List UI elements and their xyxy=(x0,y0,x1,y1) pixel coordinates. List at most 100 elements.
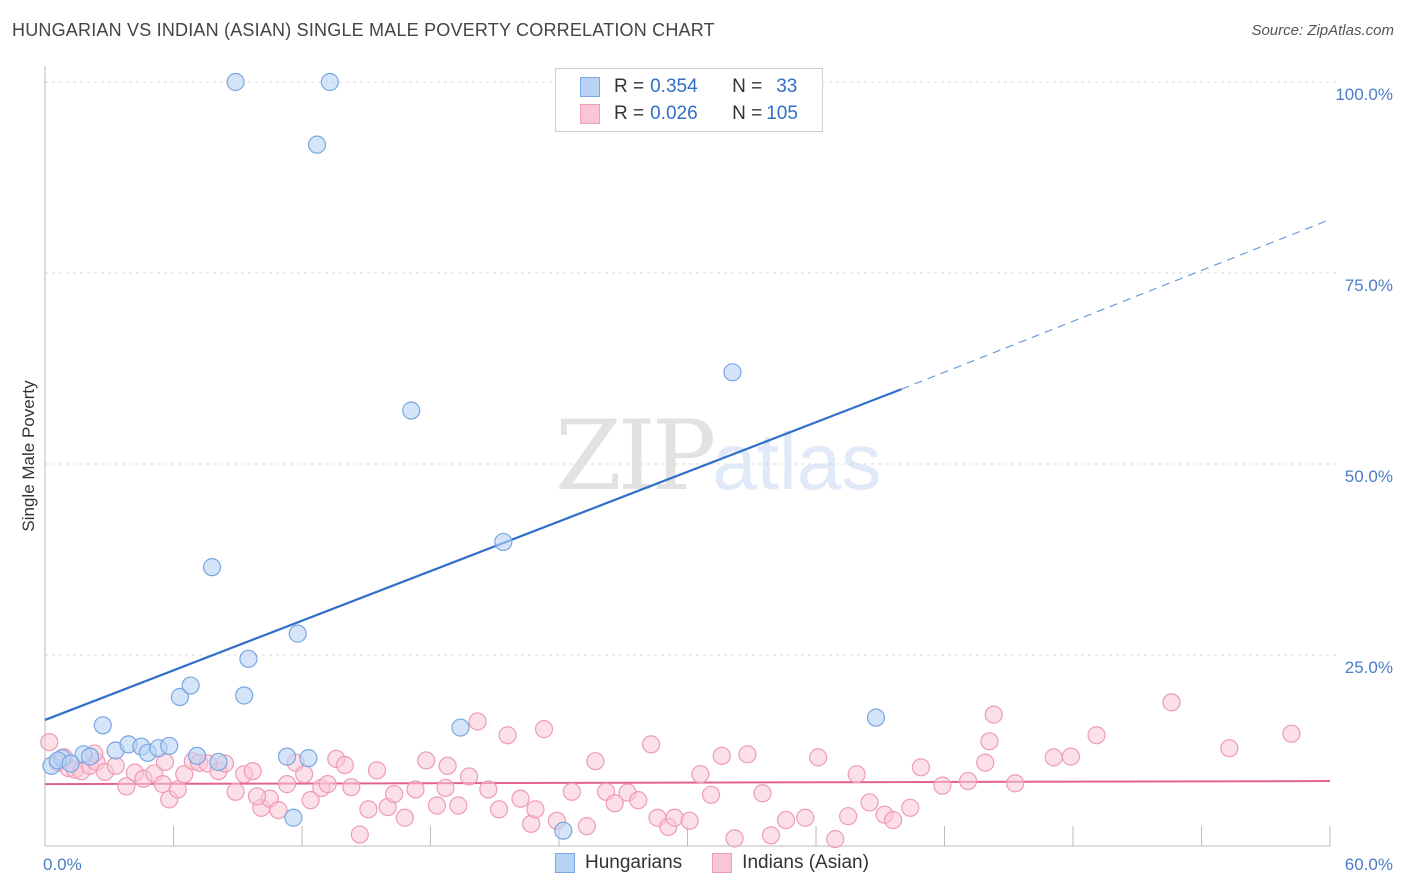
y-axis-title: Single Male Poverty xyxy=(19,380,38,532)
data-point-indians-asian xyxy=(586,752,605,771)
data-point-indians-asian xyxy=(498,726,517,745)
data-point-hungarians xyxy=(239,649,258,668)
data-point-indians-asian xyxy=(796,808,815,827)
data-point-indians-asian xyxy=(839,807,858,826)
y-tick-label: 50.0% xyxy=(1345,467,1393,486)
legend-row-indians: R = 0.026 N = 105 xyxy=(580,101,798,127)
data-point-indians-asian xyxy=(406,780,425,799)
data-point-indians-asian xyxy=(335,755,354,775)
watermark: ZIPatlas xyxy=(555,400,881,512)
data-point-indians-asian xyxy=(753,784,772,803)
data-point-indians-asian xyxy=(1087,726,1106,745)
x-tick-label-min: 0.0% xyxy=(43,855,82,874)
data-point-indians-asian xyxy=(883,810,903,830)
legend-r-value: 0.354 xyxy=(650,76,698,97)
data-point-indians-asian xyxy=(395,808,414,827)
data-point-indians-asian xyxy=(680,811,699,830)
legend-swatch-pink xyxy=(712,853,733,873)
data-point-indians-asian xyxy=(277,775,297,794)
x-tick-label-max: 60.0% xyxy=(1345,855,1393,874)
data-point-hungarians xyxy=(320,72,339,92)
data-point-indians-asian xyxy=(1061,747,1080,766)
data-point-indians-asian xyxy=(449,796,468,815)
data-point-hungarians xyxy=(299,749,318,768)
watermark-atlas: atlas xyxy=(712,417,882,506)
data-point-hungarians xyxy=(723,363,742,382)
data-point-indians-asian xyxy=(1282,724,1301,743)
data-point-indians-asian xyxy=(175,765,194,784)
data-point-indians-asian xyxy=(725,829,744,848)
data-point-hungarians xyxy=(61,754,80,773)
data-point-indians-asian xyxy=(911,758,931,777)
data-point-indians-asian xyxy=(318,775,337,794)
data-point-indians-asian xyxy=(691,765,710,784)
data-point-indians-asian xyxy=(847,765,866,784)
legend-n-value: 33 xyxy=(776,76,798,97)
legend-item-indians-asian[interactable]: Indians (Asian) xyxy=(712,852,869,874)
data-point-indians-asian xyxy=(577,817,596,836)
legend-row-hungarians: R = 0.354 N = 33 xyxy=(580,74,797,100)
legend-n-label: N = xyxy=(732,76,763,97)
data-point-indians-asian xyxy=(295,765,314,784)
data-point-indians-asian xyxy=(976,753,995,772)
data-point-indians-asian xyxy=(562,782,581,801)
data-point-indians-asian xyxy=(1220,739,1239,758)
data-point-hungarians xyxy=(209,752,228,772)
data-point-hungarians xyxy=(160,736,179,756)
data-point-indians-asian xyxy=(712,746,731,765)
data-point-indians-asian xyxy=(776,810,796,830)
legend-label: Hungarians xyxy=(585,852,683,873)
series-legend: Hungarians Indians (Asian) xyxy=(555,852,899,874)
data-point-hungarians xyxy=(288,624,307,643)
correlation-legend: R = 0.354 N = 33 R = 0.026 N = 105 xyxy=(555,68,823,132)
legend-r-value: 0.026 xyxy=(650,103,698,124)
data-point-indians-asian xyxy=(665,808,684,827)
data-point-indians-asian xyxy=(860,793,879,812)
watermark-zip: ZIP xyxy=(555,400,716,512)
data-point-indians-asian xyxy=(738,745,757,764)
y-tick-label: 75.0% xyxy=(1345,276,1393,295)
data-point-hungarians xyxy=(235,686,254,705)
data-point-indians-asian xyxy=(427,796,447,815)
data-point-indians-asian xyxy=(438,756,457,775)
legend-n-label: N = xyxy=(732,103,763,124)
axis-labels: 25.0% 50.0% 75.0% 100.0% 0.0% 60.0% Single Mal… xyxy=(19,85,1393,874)
data-point-indians-asian xyxy=(384,784,404,804)
data-point-indians-asian xyxy=(1006,774,1025,793)
axes xyxy=(44,66,1331,847)
data-point-indians-asian xyxy=(1162,693,1181,712)
data-point-indians-asian xyxy=(269,800,288,820)
data-point-indians-asian xyxy=(301,791,320,810)
data-point-indians-asian xyxy=(826,830,845,849)
legend-swatch-pink xyxy=(580,104,600,124)
trend-line-indians-asian xyxy=(44,780,1331,786)
data-point-hungarians xyxy=(284,808,303,827)
data-point-indians-asian xyxy=(117,777,136,796)
gridlines xyxy=(45,81,1340,656)
legend-n-value: 105 xyxy=(766,103,798,124)
data-point-hungarians xyxy=(202,558,222,577)
data-point-indians-asian xyxy=(342,778,361,797)
data-point-indians-asian xyxy=(436,778,455,798)
legend-swatch-blue xyxy=(555,853,575,873)
trend-line-hungarians xyxy=(44,388,903,721)
data-point-indians-asian xyxy=(459,767,479,786)
data-point-hungarians xyxy=(494,532,513,552)
y-tick-label: 25.0% xyxy=(1345,658,1393,677)
trend-lines xyxy=(44,218,1331,786)
data-point-hungarians xyxy=(93,716,112,735)
data-point-indians-asian xyxy=(511,789,530,808)
legend-item-hungarians[interactable]: Hungarians xyxy=(555,852,682,874)
data-point-indians-asian xyxy=(526,800,545,819)
legend-label: Indians (Asian) xyxy=(742,852,869,873)
data-point-hungarians xyxy=(170,687,190,707)
data-point-indians-asian xyxy=(980,732,999,751)
data-point-indians-asian xyxy=(359,800,378,819)
source-label: Source: ZipAtlas.com xyxy=(1251,22,1394,39)
data-point-hungarians xyxy=(277,747,297,766)
data-point-indians-asian xyxy=(641,735,661,754)
data-point-indians-asian xyxy=(901,798,920,817)
data-point-hungarians xyxy=(866,708,886,727)
data-point-indians-asian xyxy=(468,712,487,731)
